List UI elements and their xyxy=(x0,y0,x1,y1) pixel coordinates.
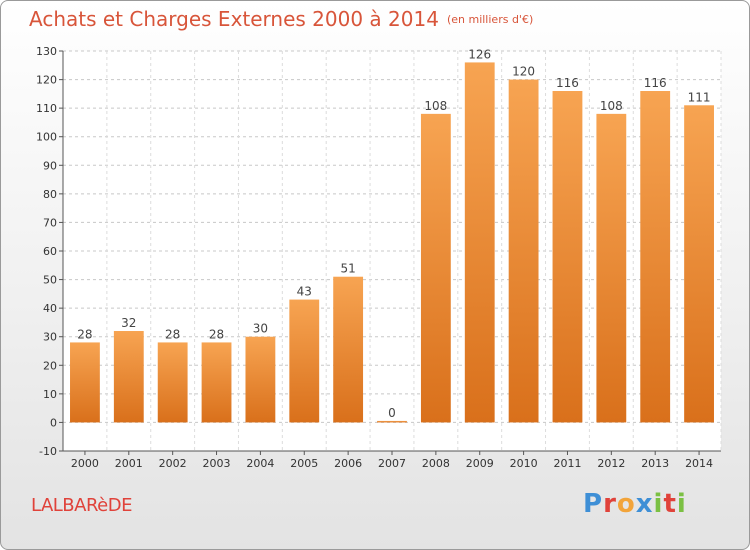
chart-title-text: Achats et Charges Externes 2000 à 2014 xyxy=(29,7,439,31)
y-tick-label: 10 xyxy=(43,388,57,401)
x-tick-label: 2008 xyxy=(422,457,450,470)
bar xyxy=(333,276,364,423)
proxiti-logo: Proxiti xyxy=(583,489,687,519)
y-tick-label: 50 xyxy=(43,274,57,287)
logo-letter: r xyxy=(603,489,617,519)
x-tick-label: 2004 xyxy=(246,457,274,470)
y-tick-label: 130 xyxy=(36,45,57,58)
y-tick-label: 40 xyxy=(43,302,57,315)
y-tick-label: 70 xyxy=(43,216,57,229)
bar-value-label: 108 xyxy=(424,99,447,113)
bar xyxy=(684,105,714,423)
bar xyxy=(640,91,671,423)
x-tick-label: 2007 xyxy=(378,457,406,470)
bar-value-label: 116 xyxy=(644,76,667,90)
bar-value-label: 28 xyxy=(165,327,180,341)
bar xyxy=(157,342,188,423)
logo-letter: o xyxy=(616,489,636,519)
bar-value-label: 51 xyxy=(340,262,355,276)
x-tick-label: 2009 xyxy=(466,457,494,470)
x-tick-label: 2002 xyxy=(159,457,187,470)
bar xyxy=(245,336,276,423)
y-tick-label: 20 xyxy=(43,359,57,372)
bar xyxy=(289,299,320,423)
x-tick-label: 2000 xyxy=(71,457,99,470)
bar-value-label: 111 xyxy=(688,90,711,104)
bar-value-label: 28 xyxy=(77,327,92,341)
bar-value-label: 28 xyxy=(209,327,224,341)
town-name: LALBARèDE xyxy=(31,495,132,516)
y-tick-label: -10 xyxy=(39,445,57,458)
axis-layer: -10 0 10 20 30 40 50 60 70 80 90 100 110 120 130 2000 20… xyxy=(36,45,721,470)
x-tick-label: 2001 xyxy=(115,457,143,470)
x-tick-label: 2010 xyxy=(510,457,538,470)
bar xyxy=(508,79,539,423)
bar-value-label: 32 xyxy=(121,316,136,330)
y-tick-label: 110 xyxy=(36,102,57,115)
x-tick-label: 2006 xyxy=(334,457,362,470)
logo-letter: i xyxy=(676,489,687,519)
bar xyxy=(201,342,232,423)
logo-letter: P xyxy=(583,489,604,519)
logo-letter: t xyxy=(663,489,677,519)
bar-value-label: 30 xyxy=(253,322,268,336)
bar xyxy=(70,342,100,423)
logo-letter: i xyxy=(653,489,664,519)
y-tick-label: 100 xyxy=(36,131,57,144)
bar-value-label: 43 xyxy=(297,285,312,299)
bar xyxy=(552,91,583,423)
bar xyxy=(377,420,407,423)
bar-value-label: 108 xyxy=(600,99,623,113)
y-tick-label: 60 xyxy=(43,245,57,258)
bar-value-label: 126 xyxy=(468,47,491,61)
bar-value-label: 120 xyxy=(512,65,535,79)
chart-title: Achats et Charges Externes 2000 à 2014 (e… xyxy=(29,7,533,31)
bar-value-label: 0 xyxy=(388,406,396,420)
y-tick-label: 120 xyxy=(36,74,57,87)
y-tick-label: 30 xyxy=(43,331,57,344)
x-tick-label: 2013 xyxy=(641,457,669,470)
x-tick-label: 2011 xyxy=(553,457,581,470)
bars-layer: 28 32 28 28 30 43 51 0 108 126 120 116 108 116 111 xyxy=(70,47,714,423)
bar xyxy=(420,113,451,423)
x-tick-label: 2003 xyxy=(203,457,231,470)
bar xyxy=(113,331,144,423)
bar xyxy=(464,62,495,423)
x-tick-label: 2005 xyxy=(290,457,318,470)
x-tick-label: 2012 xyxy=(597,457,625,470)
logo-letter: x xyxy=(635,489,654,519)
y-tick-label: 80 xyxy=(43,188,57,201)
chart-unit: (en milliers d'€) xyxy=(446,13,534,26)
y-tick-label: 90 xyxy=(43,159,57,172)
bar-value-label: 116 xyxy=(556,76,579,90)
y-tick-label: 0 xyxy=(50,416,57,429)
x-tick-label: 2014 xyxy=(685,457,713,470)
bar xyxy=(596,113,627,423)
